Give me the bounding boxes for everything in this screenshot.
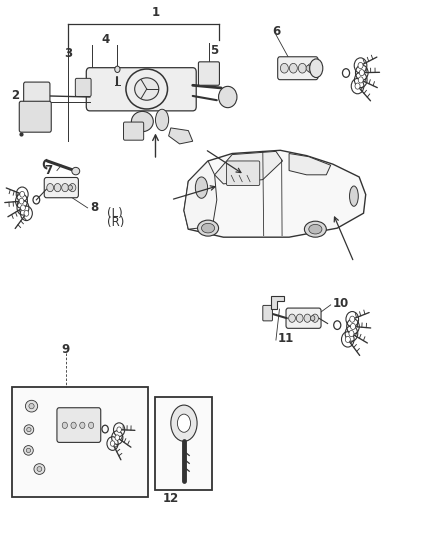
Ellipse shape	[115, 435, 120, 440]
Ellipse shape	[72, 167, 80, 175]
Ellipse shape	[71, 422, 76, 429]
Text: 2: 2	[11, 90, 19, 102]
Ellipse shape	[290, 63, 297, 73]
FancyBboxPatch shape	[198, 62, 219, 85]
Polygon shape	[271, 296, 284, 309]
Ellipse shape	[358, 62, 363, 69]
FancyBboxPatch shape	[24, 82, 50, 109]
Ellipse shape	[25, 400, 38, 412]
Ellipse shape	[115, 66, 120, 72]
FancyBboxPatch shape	[226, 161, 260, 185]
Ellipse shape	[34, 464, 45, 474]
Ellipse shape	[27, 427, 31, 432]
Ellipse shape	[304, 221, 326, 237]
Text: 11: 11	[278, 332, 294, 345]
Ellipse shape	[309, 224, 322, 234]
Ellipse shape	[195, 177, 208, 198]
Ellipse shape	[289, 314, 295, 322]
Ellipse shape	[68, 185, 72, 190]
Ellipse shape	[350, 316, 355, 322]
Ellipse shape	[359, 70, 364, 76]
Ellipse shape	[201, 223, 215, 233]
Text: 5: 5	[210, 44, 218, 57]
FancyBboxPatch shape	[44, 177, 78, 198]
Ellipse shape	[80, 422, 85, 429]
Text: 3: 3	[64, 47, 72, 60]
Polygon shape	[289, 154, 331, 175]
Ellipse shape	[37, 467, 42, 471]
FancyBboxPatch shape	[263, 305, 272, 321]
Ellipse shape	[345, 336, 350, 343]
Ellipse shape	[88, 422, 94, 429]
Ellipse shape	[198, 220, 219, 236]
Bar	[12, 387, 148, 497]
Bar	[155, 397, 212, 490]
Ellipse shape	[21, 205, 25, 211]
FancyBboxPatch shape	[57, 408, 101, 442]
Ellipse shape	[24, 446, 33, 455]
Text: 8: 8	[90, 201, 98, 214]
Polygon shape	[184, 150, 366, 237]
Ellipse shape	[69, 183, 76, 192]
Text: 1: 1	[152, 6, 159, 19]
Ellipse shape	[19, 198, 24, 204]
Ellipse shape	[62, 183, 68, 192]
Ellipse shape	[20, 191, 25, 197]
Ellipse shape	[26, 448, 31, 453]
Ellipse shape	[171, 405, 197, 441]
Ellipse shape	[311, 316, 315, 321]
Ellipse shape	[358, 77, 363, 83]
Text: (R): (R)	[107, 216, 125, 229]
Text: (L): (L)	[107, 207, 123, 220]
Ellipse shape	[350, 186, 358, 206]
Ellipse shape	[310, 59, 323, 77]
Ellipse shape	[177, 414, 191, 432]
Text: 7: 7	[44, 164, 53, 177]
Ellipse shape	[155, 109, 169, 131]
Ellipse shape	[24, 425, 34, 434]
Text: 10: 10	[333, 297, 349, 310]
FancyBboxPatch shape	[86, 68, 196, 111]
FancyBboxPatch shape	[278, 56, 318, 79]
Polygon shape	[184, 161, 217, 229]
Ellipse shape	[280, 63, 288, 73]
Ellipse shape	[355, 83, 360, 89]
FancyBboxPatch shape	[124, 122, 144, 140]
Ellipse shape	[307, 63, 315, 73]
Text: 12: 12	[162, 492, 179, 505]
FancyBboxPatch shape	[286, 308, 321, 328]
Ellipse shape	[350, 324, 356, 329]
Ellipse shape	[135, 78, 159, 100]
Ellipse shape	[54, 183, 61, 192]
Text: 4: 4	[101, 34, 109, 46]
Text: 6: 6	[272, 26, 280, 38]
FancyBboxPatch shape	[19, 101, 51, 132]
Ellipse shape	[62, 422, 67, 429]
Ellipse shape	[117, 427, 121, 432]
Polygon shape	[215, 151, 283, 184]
Ellipse shape	[47, 183, 53, 192]
FancyBboxPatch shape	[75, 78, 91, 96]
Ellipse shape	[312, 314, 318, 322]
Ellipse shape	[29, 403, 34, 409]
Ellipse shape	[306, 65, 311, 71]
Ellipse shape	[304, 314, 311, 322]
Ellipse shape	[24, 211, 29, 216]
Ellipse shape	[110, 441, 115, 446]
Ellipse shape	[298, 63, 306, 73]
Ellipse shape	[131, 111, 153, 132]
Text: 9: 9	[62, 343, 70, 356]
Ellipse shape	[297, 314, 303, 322]
Ellipse shape	[349, 330, 354, 337]
Polygon shape	[169, 128, 193, 144]
Ellipse shape	[219, 86, 237, 108]
